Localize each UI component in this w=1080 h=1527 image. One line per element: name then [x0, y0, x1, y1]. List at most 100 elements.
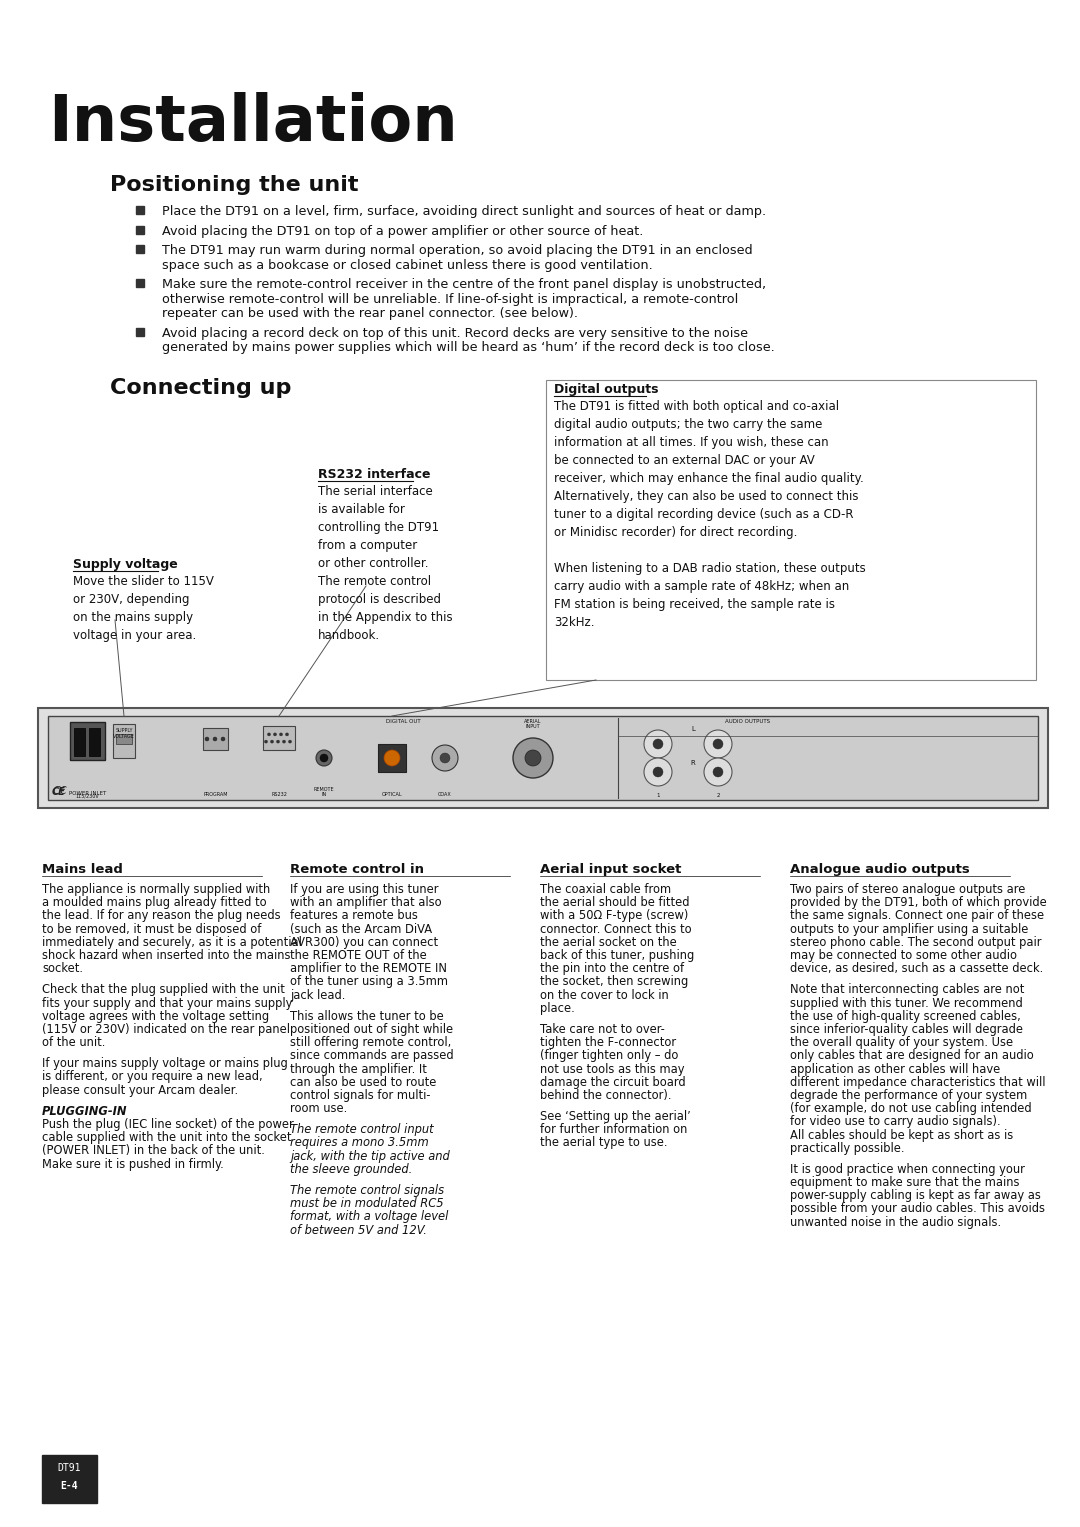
Text: back of this tuner, pushing: back of this tuner, pushing [540, 948, 694, 962]
Bar [136, 244, 144, 253]
Circle shape [280, 733, 283, 736]
Text: E-4: E-4 [60, 1481, 79, 1490]
Text: Avoid placing the DT91 on top of a power amplifier or other source of heat.: Avoid placing the DT91 on top of a power… [162, 224, 644, 238]
Text: amplifier to the REMOTE IN: amplifier to the REMOTE IN [291, 962, 447, 976]
Circle shape [513, 738, 553, 777]
Text: otherwise remote-control will be unreliable. If line-of-sight is impractical, a : otherwise remote-control will be unrelia… [162, 293, 739, 305]
Text: not use tools as this may: not use tools as this may [540, 1063, 685, 1075]
Circle shape [440, 753, 450, 764]
Text: Mains lead: Mains lead [42, 863, 123, 876]
Text: Place the DT91 on a level, firm, surface, avoiding direct sunlight and sources o: Place the DT91 on a level, firm, surface… [162, 205, 766, 218]
Text: The DT91 may run warm during normal operation, so avoid placing the DT91 in an e: The DT91 may run warm during normal oper… [162, 244, 753, 257]
Text: supplied with this tuner. We recommend: supplied with this tuner. We recommend [789, 997, 1023, 1009]
Text: fits your supply and that your mains supply: fits your supply and that your mains sup… [42, 997, 293, 1009]
Text: through the amplifier. It: through the amplifier. It [291, 1063, 427, 1075]
Text: REMOTE
IN: REMOTE IN [313, 786, 335, 797]
Text: C€: C€ [53, 786, 68, 796]
Bar [38, 709, 1048, 808]
Text: Digital outputs: Digital outputs [554, 383, 659, 395]
Bar [203, 728, 228, 750]
Text: Check that the plug supplied with the unit: Check that the plug supplied with the un… [42, 983, 285, 996]
Text: is different, or you require a new lead,: is different, or you require a new lead, [42, 1070, 262, 1084]
Circle shape [268, 733, 270, 736]
Text: room use.: room use. [291, 1102, 348, 1115]
Bar [113, 724, 135, 757]
Text: Avoid placing a record deck on top of this unit. Record decks are very sensitive: Avoid placing a record deck on top of th… [162, 327, 748, 339]
Text: The remote control signals: The remote control signals [291, 1183, 444, 1197]
Text: generated by mains power supplies which will be heard as ‘hum’ if the record dec: generated by mains power supplies which … [162, 341, 774, 354]
Text: equipment to make sure that the mains: equipment to make sure that the mains [789, 1176, 1020, 1190]
Circle shape [644, 757, 672, 786]
Text: damage the circuit board: damage the circuit board [540, 1075, 686, 1089]
Text: stereo phono cable. The second output pair: stereo phono cable. The second output pa… [789, 936, 1041, 948]
Text: with a 50Ω F-type (screw): with a 50Ω F-type (screw) [540, 910, 688, 922]
Text: The serial interface
is available for
controlling the DT91
from a computer
or ot: The serial interface is available for co… [318, 486, 453, 641]
Text: connector. Connect this to: connector. Connect this to [540, 922, 691, 936]
Circle shape [320, 754, 328, 762]
Text: AERIAL
INPUT: AERIAL INPUT [524, 719, 542, 730]
Text: 1: 1 [657, 793, 660, 799]
Text: of between 5V and 12V.: of between 5V and 12V. [291, 1223, 427, 1237]
Text: of the unit.: of the unit. [42, 1037, 106, 1049]
Text: If you are using this tuner: If you are using this tuner [291, 883, 438, 896]
Text: RS232: RS232 [271, 793, 287, 797]
Bar [42, 1455, 97, 1503]
Text: outputs to your amplifier using a suitable: outputs to your amplifier using a suitab… [789, 922, 1028, 936]
Text: practically possible.: practically possible. [789, 1142, 905, 1154]
Text: If your mains supply voltage or mains plug: If your mains supply voltage or mains pl… [42, 1057, 287, 1070]
Text: Take care not to over-: Take care not to over- [540, 1023, 665, 1035]
Text: Two pairs of stereo analogue outputs are: Two pairs of stereo analogue outputs are [789, 883, 1025, 896]
Text: positioned out of sight while: positioned out of sight while [291, 1023, 454, 1035]
Text: behind the connector).: behind the connector). [540, 1089, 672, 1102]
Text: can also be used to route: can also be used to route [291, 1075, 436, 1089]
Bar [264, 725, 295, 750]
Text: the aerial should be fitted: the aerial should be fitted [540, 896, 689, 909]
Text: on the cover to lock in: on the cover to lock in [540, 988, 669, 1002]
Text: It is good practice when connecting your: It is good practice when connecting your [789, 1164, 1025, 1176]
Text: DT91: DT91 [57, 1463, 81, 1474]
Text: Installation: Installation [48, 92, 458, 154]
Text: 2: 2 [716, 793, 719, 799]
Text: the overall quality of your system. Use: the overall quality of your system. Use [789, 1037, 1013, 1049]
Text: (POWER INLET) in the back of the unit.: (POWER INLET) in the back of the unit. [42, 1144, 265, 1157]
Text: space such as a bookcase or closed cabinet unless there is good ventilation.: space such as a bookcase or closed cabin… [162, 258, 652, 272]
Text: for video use to carry audio signals).: for video use to carry audio signals). [789, 1115, 1001, 1128]
Text: application as other cables will have: application as other cables will have [789, 1063, 1000, 1075]
Circle shape [316, 750, 332, 767]
Text: (for example, do not use cabling intended: (for example, do not use cabling intende… [789, 1102, 1031, 1115]
Circle shape [221, 738, 225, 741]
Circle shape [432, 745, 458, 771]
Text: The appliance is normally supplied with: The appliance is normally supplied with [42, 883, 270, 896]
Text: requires a mono 3.5mm: requires a mono 3.5mm [291, 1136, 429, 1150]
Text: Note that interconnecting cables are not: Note that interconnecting cables are not [789, 983, 1024, 996]
Bar [89, 728, 100, 756]
Circle shape [644, 730, 672, 757]
Text: of the tuner using a 3.5mm: of the tuner using a 3.5mm [291, 976, 448, 988]
Circle shape [704, 730, 732, 757]
Text: Connecting up: Connecting up [110, 379, 292, 399]
Text: unwanted noise in the audio signals.: unwanted noise in the audio signals. [789, 1215, 1001, 1229]
Text: since commands are passed: since commands are passed [291, 1049, 454, 1063]
Text: must be in modulated RC5: must be in modulated RC5 [291, 1197, 444, 1211]
Text: the lead. If for any reason the plug needs: the lead. If for any reason the plug nee… [42, 910, 281, 922]
Text: Positioning the unit: Positioning the unit [110, 176, 359, 195]
Text: See ‘Setting up the aerial’: See ‘Setting up the aerial’ [540, 1110, 691, 1122]
Text: socket.: socket. [42, 962, 83, 976]
Circle shape [213, 738, 217, 741]
Circle shape [265, 741, 268, 744]
Text: the pin into the centre of: the pin into the centre of [540, 962, 684, 976]
Text: AVR300) you can connect: AVR300) you can connect [291, 936, 438, 948]
Text: the socket, then screwing: the socket, then screwing [540, 976, 688, 988]
Text: DIGITAL OUT: DIGITAL OUT [386, 719, 420, 724]
Text: CE: CE [52, 786, 66, 797]
Circle shape [653, 739, 663, 750]
Text: L: L [691, 725, 694, 731]
Circle shape [288, 741, 292, 744]
Bar [136, 226, 144, 234]
Text: COAX: COAX [438, 793, 451, 797]
Text: (115V or 230V) indicated on the rear panel: (115V or 230V) indicated on the rear pan… [42, 1023, 291, 1035]
Text: The remote control input: The remote control input [291, 1124, 434, 1136]
Bar [136, 279, 144, 287]
Text: Move the slider to 115V
or 230V, depending
on the mains supply
voltage in your a: Move the slider to 115V or 230V, dependi… [73, 576, 214, 641]
Text: the sleeve grounded.: the sleeve grounded. [291, 1164, 413, 1176]
